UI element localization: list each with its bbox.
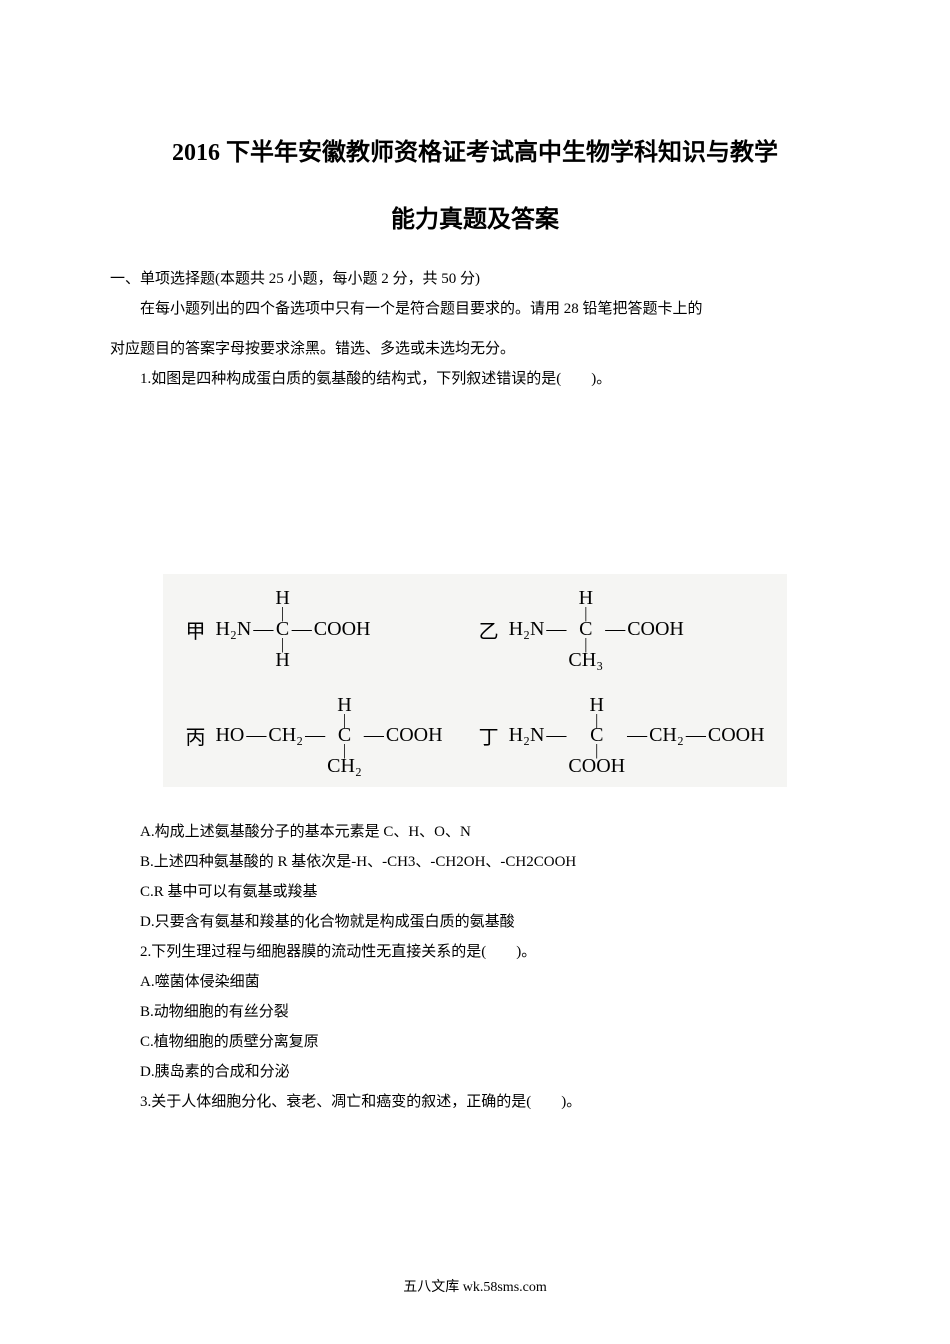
bond-icon: — [290, 619, 314, 640]
tr-left: H₂N [509, 619, 545, 640]
chem-label-tl: 甲 [185, 615, 205, 644]
chem-grid: 甲 H₂N — H | C | H — COOH 乙 [185, 588, 764, 776]
q1-option-b: B.上述四种氨基酸的 R 基依次是-H、-CH3、-CH2OH、-CH2COOH [110, 847, 840, 877]
bond-icon: — [684, 725, 708, 746]
section-header: 一、单项选择题(本题共 25 小题，每小题 2 分，共 50 分) [110, 264, 840, 294]
chem-struct-br: H₂N — H | C | COOH — CH₂ — COOH [509, 695, 765, 777]
tl-bottom: H [275, 650, 289, 671]
bond-icon: — [544, 725, 568, 746]
br-center-col: H | C | COOH [568, 695, 625, 777]
tr-center-col: H | C | CH₃ [568, 588, 603, 670]
q2-option-c: C.植物细胞的质壁分离复原 [110, 1027, 840, 1057]
q1-option-a: A.构成上述氨基酸分子的基本元素是 C、H、O、N [110, 817, 840, 847]
bond-icon: — [625, 725, 649, 746]
q3-stem: 3.关于人体细胞分化、衰老、凋亡和癌变的叙述，正确的是( )。 [110, 1087, 840, 1117]
instructions-line1: 在每小题列出的四个备选项中只有一个是符合题目要求的。请用 28 铅笔把答题卡上的 [110, 294, 840, 324]
exam-title-line2: 能力真题及答案 [110, 187, 840, 254]
q1-stem: 1.如图是四种构成蛋白质的氨基酸的结构式，下列叙述错误的是( )。 [110, 364, 840, 394]
bl-bottom: CH₂ [327, 756, 362, 777]
chem-cell-tl: 甲 H₂N — H | C | H — COOH [185, 588, 442, 670]
chem-cell-tr: 乙 H₂N — H | C | CH₃ — COOH [479, 588, 765, 670]
q1-option-d: D.只要含有氨基和羧基的化合物就是构成蛋白质的氨基酸 [110, 907, 840, 937]
chem-label-tr: 乙 [479, 615, 499, 644]
bl-right: COOH [386, 725, 443, 746]
chem-struct-bl: HO — CH₂ — H | C | CH₂ — COOH [215, 695, 442, 777]
q1-figure-wrap: 甲 H₂N — H | C | H — COOH 乙 [110, 574, 840, 786]
q2-option-d: D.胰岛素的合成和分泌 [110, 1057, 840, 1087]
bl-left: HO [215, 725, 244, 746]
q2-option-b: B.动物细胞的有丝分裂 [110, 997, 840, 1027]
bond-icon: — [603, 619, 627, 640]
q2-stem: 2.下列生理过程与细胞器膜的流动性无直接关系的是( )。 [110, 937, 840, 967]
tr-bottom: CH₃ [568, 650, 603, 671]
q1-figure: 甲 H₂N — H | C | H — COOH 乙 [163, 574, 786, 786]
q2-option-a: A.噬菌体侵染细菌 [110, 967, 840, 997]
br-right: COOH [708, 725, 765, 746]
bond-icon: — [251, 619, 275, 640]
tl-left: H₂N [215, 619, 251, 640]
exam-title-line1: 2016 下半年安徽教师资格证考试高中生物学科知识与教学 [110, 120, 840, 187]
instructions-line2: 对应题目的答案字母按要求涂黑。错选、多选或未选均无分。 [110, 334, 840, 364]
bl-center-col: H | C | CH₂ [327, 695, 362, 777]
bond-icon: — [544, 619, 568, 640]
br-bottom: COOH [568, 756, 625, 777]
q1-option-c: C.R 基中可以有氨基或羧基 [110, 877, 840, 907]
chem-struct-tl: H₂N — H | C | H — COOH [215, 588, 370, 670]
chem-struct-tr: H₂N — H | C | CH₃ — COOH [509, 588, 684, 670]
bond-icon: — [303, 725, 327, 746]
page-footer: 五八文库 wk.58sms.com [0, 1276, 950, 1296]
br-mid: CH₂ [649, 725, 684, 746]
chem-cell-br: 丁 H₂N — H | C | COOH — CH₂ — COOH [479, 695, 765, 777]
bl-mid: CH₂ [268, 725, 303, 746]
tr-right: COOH [627, 619, 684, 640]
br-left: H₂N [509, 725, 545, 746]
bond-icon: — [362, 725, 386, 746]
bond-icon: — [244, 725, 268, 746]
chem-label-bl: 丙 [185, 721, 205, 750]
tl-center-col: H | C | H [275, 588, 289, 670]
tl-right: COOH [314, 619, 371, 640]
chem-cell-bl: 丙 HO — CH₂ — H | C | CH₂ — COOH [185, 695, 442, 777]
chem-label-br: 丁 [479, 721, 499, 750]
